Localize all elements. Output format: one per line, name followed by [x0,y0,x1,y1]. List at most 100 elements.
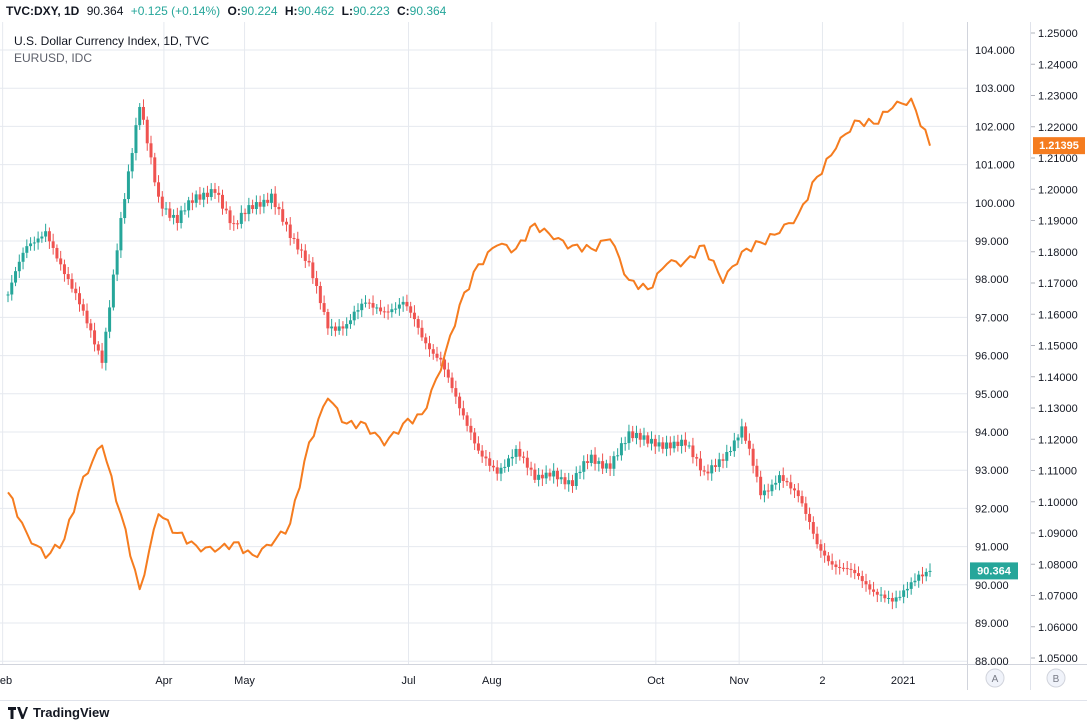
dxy-candle [465,412,469,432]
svg-text:A: A [992,674,999,685]
dxy-candle [29,237,33,251]
dxy-candle [149,135,153,165]
dxy-candle [202,187,206,208]
y-tick-label-left: 88.000 [975,656,1009,668]
x-tick-label: Oct [647,675,664,687]
dxy-candle [258,195,262,215]
y-tick-label-right: 1.11000 [1038,466,1077,478]
y-tick-label-right: 1.13000 [1038,403,1078,415]
scale-button-a[interactable]: A [985,668,1005,688]
eurusd-axis-ticks: 1.25000 1.24000 1.23000 1.22000 1.21000 1.200… [1031,28,1078,665]
dxy-candle [920,566,924,584]
dxy-candle [247,197,251,222]
dxy-candle [194,190,198,208]
chart-canvas[interactable]: 104.000 103.000 102.000 101.000 100.000 99.00… [0,0,1087,700]
dxy-candle [725,444,729,468]
dxy-candle [586,454,590,470]
dxy-candle [755,458,759,483]
eurusd-line [7,97,931,591]
dxy-candle [488,451,492,472]
dxy-candle [548,468,552,481]
dxy-candle [872,581,876,597]
price-change: +0.125 (+0.14%) [130,4,221,18]
dxy-candle [375,303,379,314]
dxy-candle [849,562,853,578]
dxy-candle [36,231,40,250]
dxy-candle [589,449,593,467]
dxy-candle [187,196,191,218]
dxy-candle [713,458,717,472]
y-tick-label-right: 1.07000 [1038,591,1078,603]
dxy-candle [138,103,142,130]
dxy-candle [529,461,533,477]
gridlines [0,22,967,664]
scale-button-b[interactable]: B [1046,668,1066,688]
open-label: O: [227,4,241,18]
dxy-candle [352,305,356,326]
dxy-candle [70,273,74,293]
dxy-candle [126,164,130,204]
dxy-candle [717,452,721,472]
dxy-candle [416,315,420,335]
dxy-candle [744,422,748,444]
svg-text:90.364: 90.364 [977,565,1012,577]
dxy-candle [552,463,556,484]
dxy-candle [853,563,857,580]
dxy-candle [458,392,462,416]
dxy-candle [525,450,529,476]
dxy-candle [379,299,383,315]
x-tick-label: Nov [729,675,749,687]
brand-name: TradingView [33,705,110,720]
dxy-candle [224,201,228,214]
y-tick-label-right: 1.05000 [1038,653,1078,665]
low-label: L: [341,4,353,18]
dxy-candle [420,320,424,341]
dxy-candle [134,117,138,161]
dxy-candle [789,474,793,495]
symbol-name[interactable]: TVC:DXY, 1D [6,4,80,18]
dxy-candle [785,477,789,487]
y-tick-label-right: 1.22000 [1038,122,1078,134]
dxy-candle [288,217,292,246]
dxy-candle [318,281,322,310]
dxy-candle [115,243,119,282]
y-tick-label-right: 1.25000 [1038,28,1078,40]
dxy-candle [277,203,281,216]
dxy-candle [616,448,620,461]
dxy-candle [777,471,781,491]
dxy-candle [823,543,827,563]
dxy-candle [830,553,834,570]
y-tick-label-right: 1.19000 [1038,216,1078,228]
dxy-candle [78,286,82,312]
dxy-candle [454,380,458,404]
dxy-candle [619,437,623,461]
dxy-candle [85,303,89,329]
dxy-candle [672,435,676,453]
dxy-candle [96,341,100,355]
x-tick-label: Apr [155,675,172,687]
dxy-candle [175,207,179,231]
y-tick-label-left: 104.000 [975,45,1015,57]
dxy-candle [706,464,710,481]
dxy-candle [544,465,548,485]
dxy-candle [473,428,477,451]
dxy-candle [924,568,928,582]
dxy-candle [759,470,763,500]
dxy-candle [108,300,112,339]
dxy-candle [687,441,691,449]
dxy-candle [747,433,751,456]
dxy-candle [574,466,578,490]
dxy-candle [650,431,654,451]
dxy-candle [815,526,819,549]
dxy-candle [405,294,409,311]
dxy-candle [646,432,650,448]
tradingview-logo[interactable]: TradingView [8,705,109,720]
dxy-candle [808,507,812,530]
y-tick-label-right: 1.06000 [1038,622,1078,634]
dxy-candle [608,455,612,476]
x-tick-label: 2021 [891,675,915,687]
dxy-candle [913,573,917,587]
dxy-candle [887,590,891,604]
dxy-candle [499,463,503,482]
dxy-candle [153,152,157,187]
